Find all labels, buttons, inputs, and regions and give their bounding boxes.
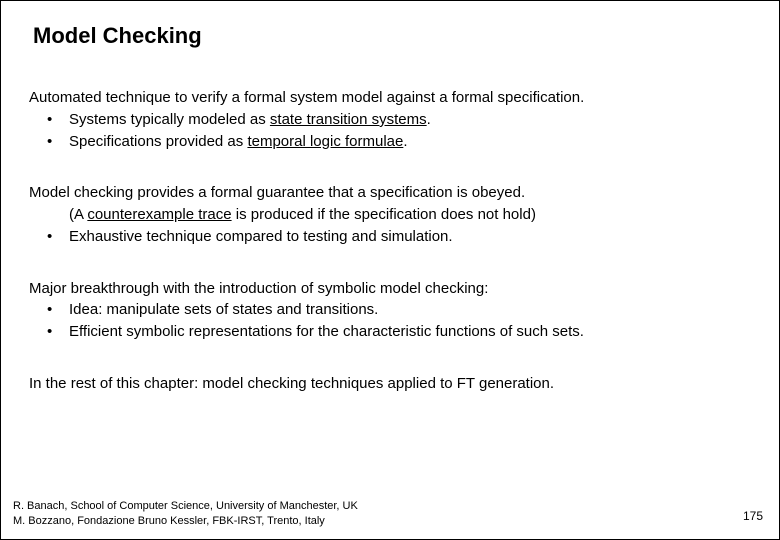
slide-title: Model Checking — [33, 23, 751, 49]
footer-authors: R. Banach, School of Computer Science, U… — [13, 499, 358, 529]
bullet-text: Systems typically modeled as — [69, 111, 270, 128]
slide: Model Checking Automated technique to ve… — [0, 0, 780, 540]
content-block-4: In the rest of this chapter: model check… — [29, 373, 751, 395]
bullet-item: Systems typically modeled as state trans… — [29, 109, 751, 131]
footer-line: M. Bozzano, Fondazione Bruno Kessler, FB… — [13, 514, 358, 529]
paren-text: (A — [69, 206, 87, 223]
page-number: 175 — [743, 509, 763, 523]
paren-text: is produced if the specification does no… — [232, 206, 536, 223]
lead-paragraph: Model checking provides a formal guarant… — [29, 182, 751, 204]
underlined-term: state transition systems — [270, 111, 427, 128]
underlined-term: counterexample trace — [87, 206, 231, 223]
bullet-text: Specifications provided as — [69, 133, 247, 150]
bullet-item: Efficient symbolic representations for t… — [29, 321, 751, 343]
bullet-item: Exhaustive technique compared to testing… — [29, 226, 751, 248]
bullet-text: . — [427, 111, 431, 128]
footer-line: R. Banach, School of Computer Science, U… — [13, 499, 358, 514]
sub-paragraph: (A counterexample trace is produced if t… — [29, 204, 751, 226]
content-block-3: Major breakthrough with the introduction… — [29, 278, 751, 343]
content-block-2: Model checking provides a formal guarant… — [29, 182, 751, 247]
bullet-item: Specifications provided as temporal logi… — [29, 131, 751, 153]
lead-paragraph: Automated technique to verify a formal s… — [29, 87, 751, 109]
closing-paragraph: In the rest of this chapter: model check… — [29, 373, 751, 395]
content-block-1: Automated technique to verify a formal s… — [29, 87, 751, 152]
bullet-text: . — [403, 133, 407, 150]
lead-paragraph: Major breakthrough with the introduction… — [29, 278, 751, 300]
bullet-item: Idea: manipulate sets of states and tran… — [29, 299, 751, 321]
underlined-term: temporal logic formulae — [247, 133, 403, 150]
